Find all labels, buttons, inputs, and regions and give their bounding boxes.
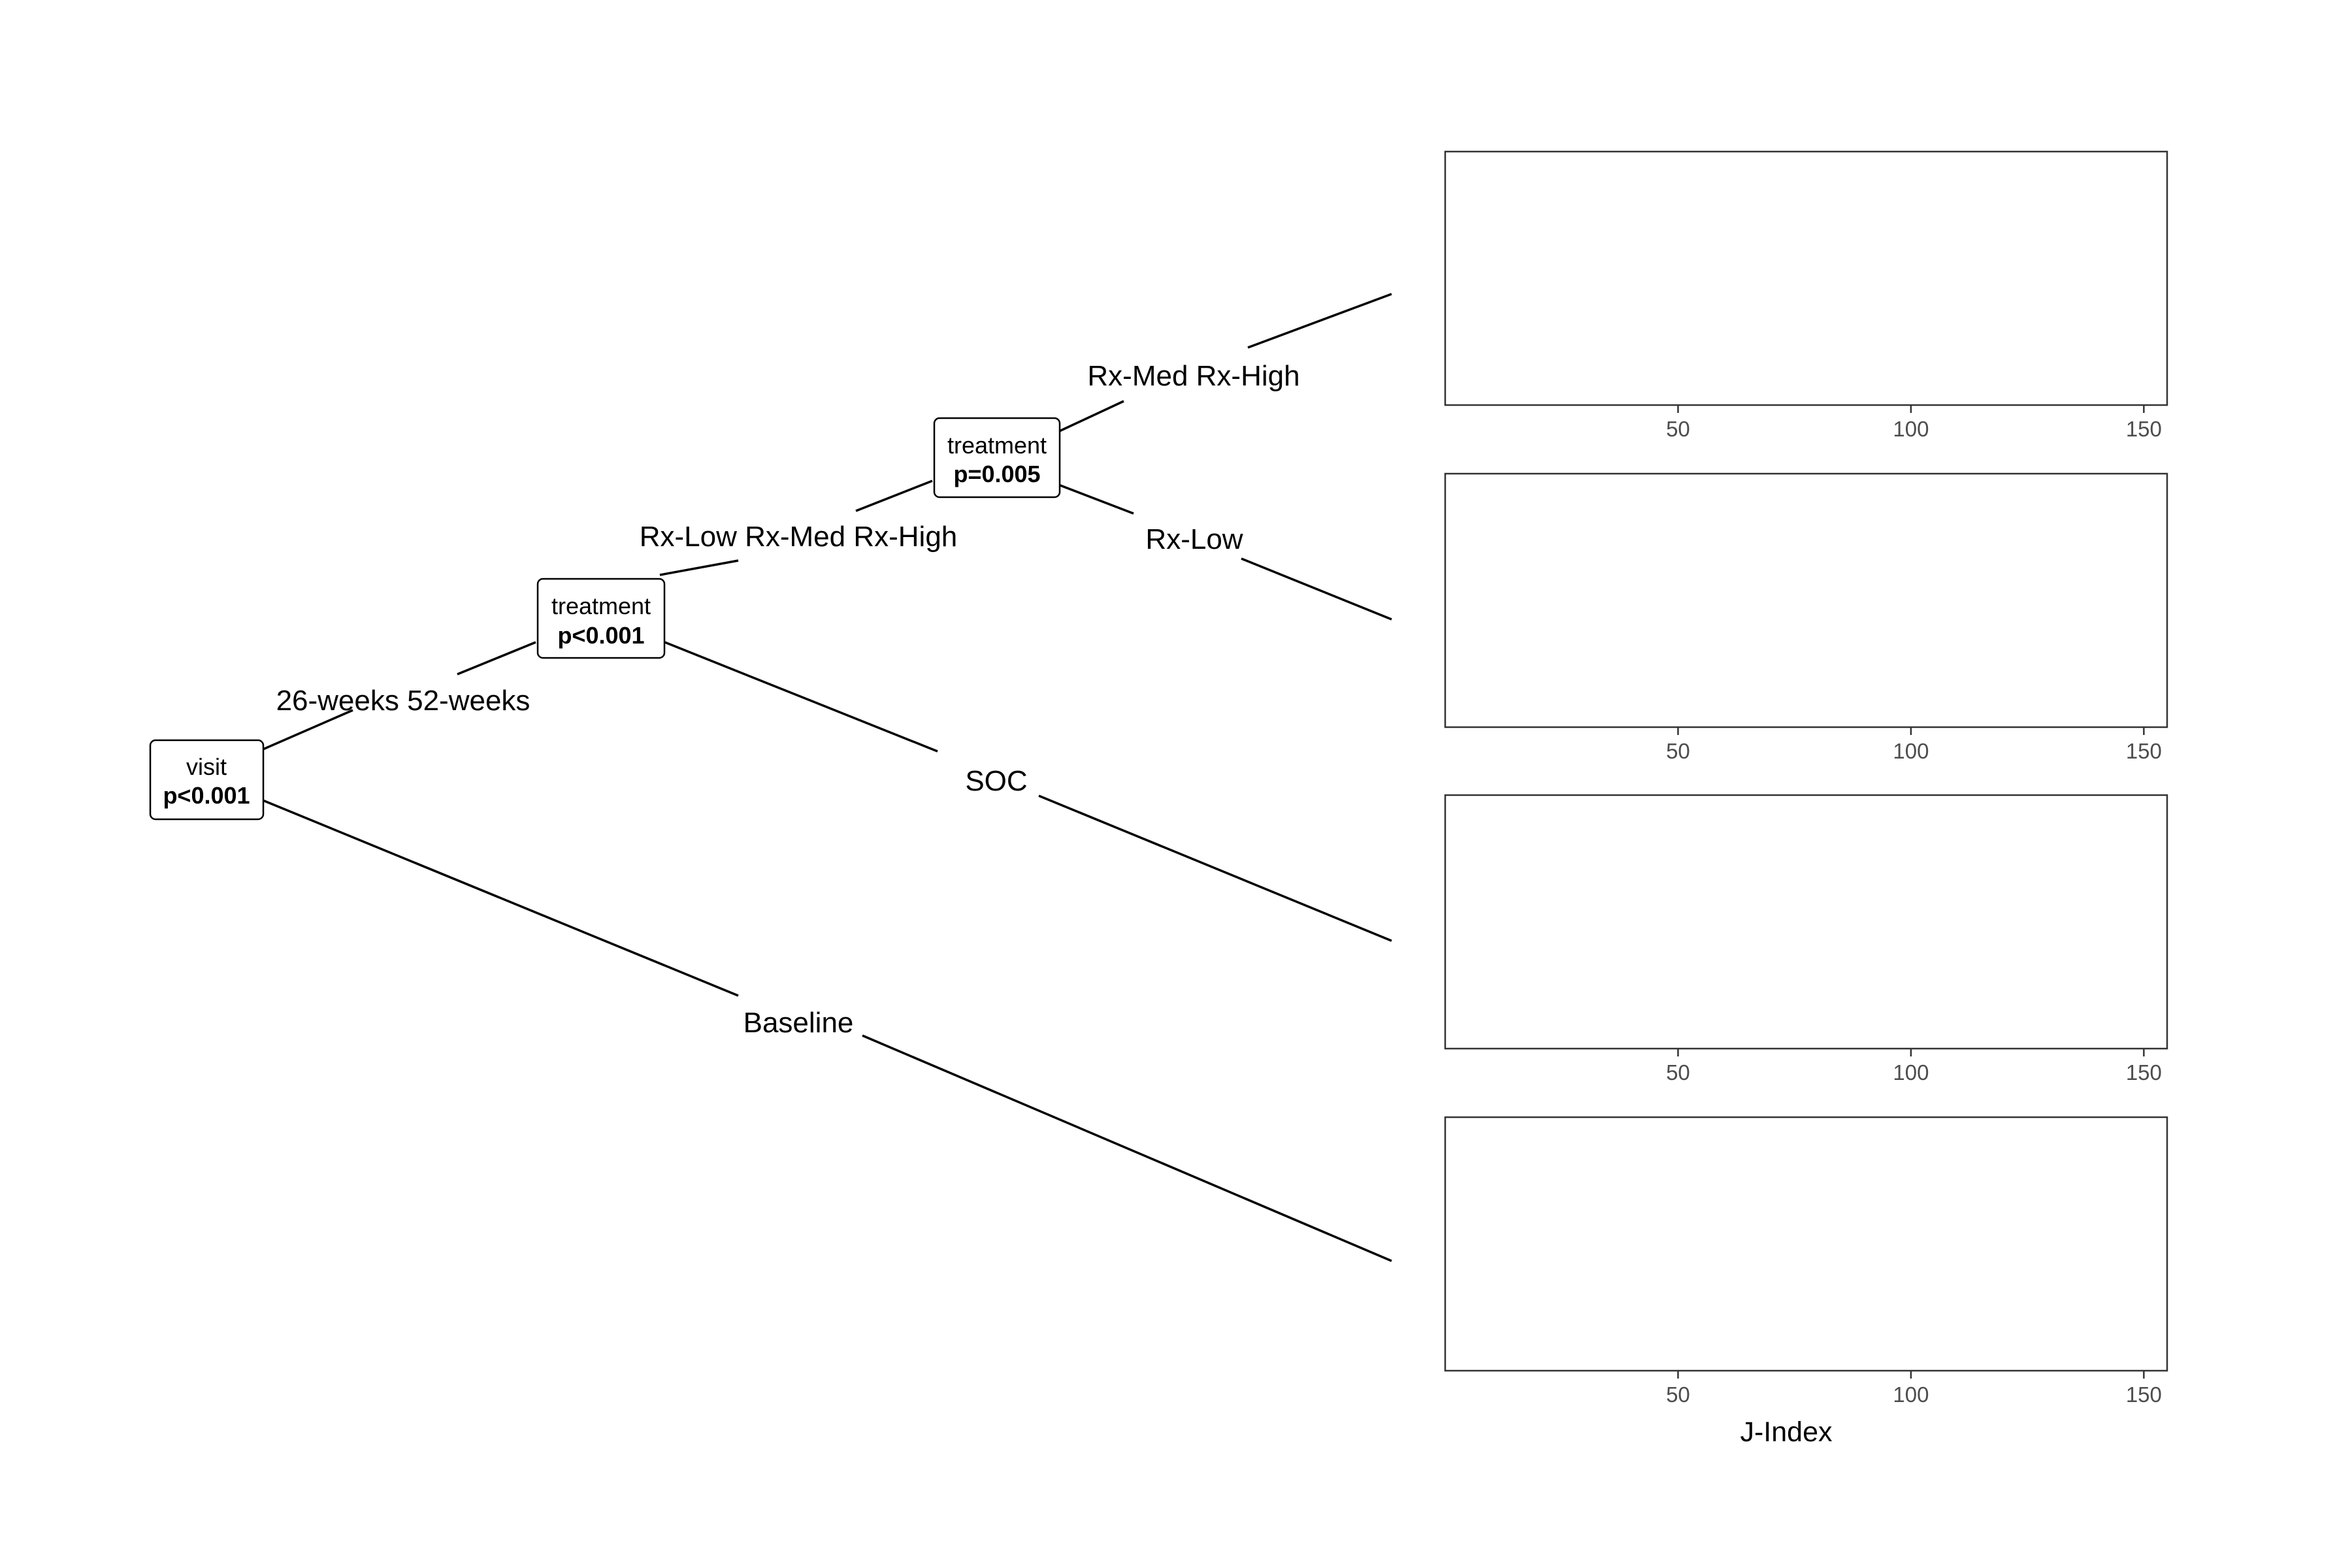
edge-label-e1: 26-weeks 52-weeks <box>276 685 531 717</box>
tree-edges <box>261 293 1392 1262</box>
node-pvalue: p<0.001 <box>163 782 250 809</box>
leaf-panel-1: 50 100 150 <box>1444 150 2168 441</box>
leaf-panel-4: 50 100 150 <box>1444 1116 2168 1407</box>
node-variable: treatment <box>947 432 1047 459</box>
node-variable: treatment <box>551 593 651 619</box>
x-axis-title: J-Index <box>1740 1416 1833 1448</box>
edge-line-e3 <box>659 559 739 576</box>
x-tick-label: 150 <box>2126 417 2162 441</box>
leaf-panels: 50 100 150 50 100 150 50 100 150 50 100 150 <box>1444 150 2168 1407</box>
panel-frame <box>1444 472 2168 728</box>
node-box <box>536 578 666 659</box>
x-tick-label: 50 <box>1666 417 1690 441</box>
x-tick-label: 150 <box>2126 739 2162 763</box>
x-tick-label: 50 <box>1666 739 1690 763</box>
leaf-panel-3: 50 100 150 <box>1444 794 2168 1085</box>
edge-labels: 26-weeks 52-weeks Baseline Rx-Low Rx-Med… <box>276 360 1300 1039</box>
x-tick-label: 150 <box>2126 1060 2162 1085</box>
edge-line-e1 <box>261 709 353 751</box>
leaf-panel-2: 50 100 150 <box>1444 472 2168 763</box>
edge-line-e3 <box>855 480 933 512</box>
node-box <box>149 739 265 821</box>
x-tick-label: 150 <box>2126 1382 2162 1407</box>
edge-line-e4 <box>1038 794 1392 942</box>
node-variable: visit <box>186 753 227 780</box>
edge-line-e6 <box>1051 481 1134 515</box>
x-tick-label: 100 <box>1893 739 1929 763</box>
edge-line-e1 <box>457 641 536 676</box>
panel-frame <box>1444 150 2168 406</box>
node-pvalue: p<0.001 <box>557 622 644 649</box>
edge-line-e4 <box>659 639 938 753</box>
edge-label-e2: Baseline <box>743 1007 854 1039</box>
node-treatment-1: treatment p<0.001 <box>536 578 666 659</box>
node-visit: visit p<0.001 <box>149 739 265 821</box>
panel-frame <box>1444 794 2168 1050</box>
edge-line-e2 <box>862 1034 1392 1262</box>
x-tick-label: 50 <box>1666 1060 1690 1085</box>
x-tick-label: 100 <box>1893 1060 1929 1085</box>
x-tick-label: 50 <box>1666 1382 1690 1407</box>
x-tick-label: 100 <box>1893 417 1929 441</box>
node-pvalue: p=0.005 <box>953 461 1040 487</box>
edge-label-e3: Rx-Low Rx-Med Rx-High <box>640 521 958 553</box>
edge-label-e5: Rx-Med Rx-High <box>1087 360 1299 392</box>
node-treatment-2: treatment p=0.005 <box>933 417 1061 498</box>
node-box <box>933 417 1061 498</box>
panel-frame <box>1444 1116 2168 1372</box>
edge-label-e4: SOC <box>965 765 1027 797</box>
x-tick-label: 100 <box>1893 1382 1929 1407</box>
edge-line-e5 <box>1247 293 1392 349</box>
edge-label-e6: Rx-Low <box>1145 523 1243 555</box>
edge-line-e2 <box>261 798 739 997</box>
edge-line-e6 <box>1241 557 1392 621</box>
